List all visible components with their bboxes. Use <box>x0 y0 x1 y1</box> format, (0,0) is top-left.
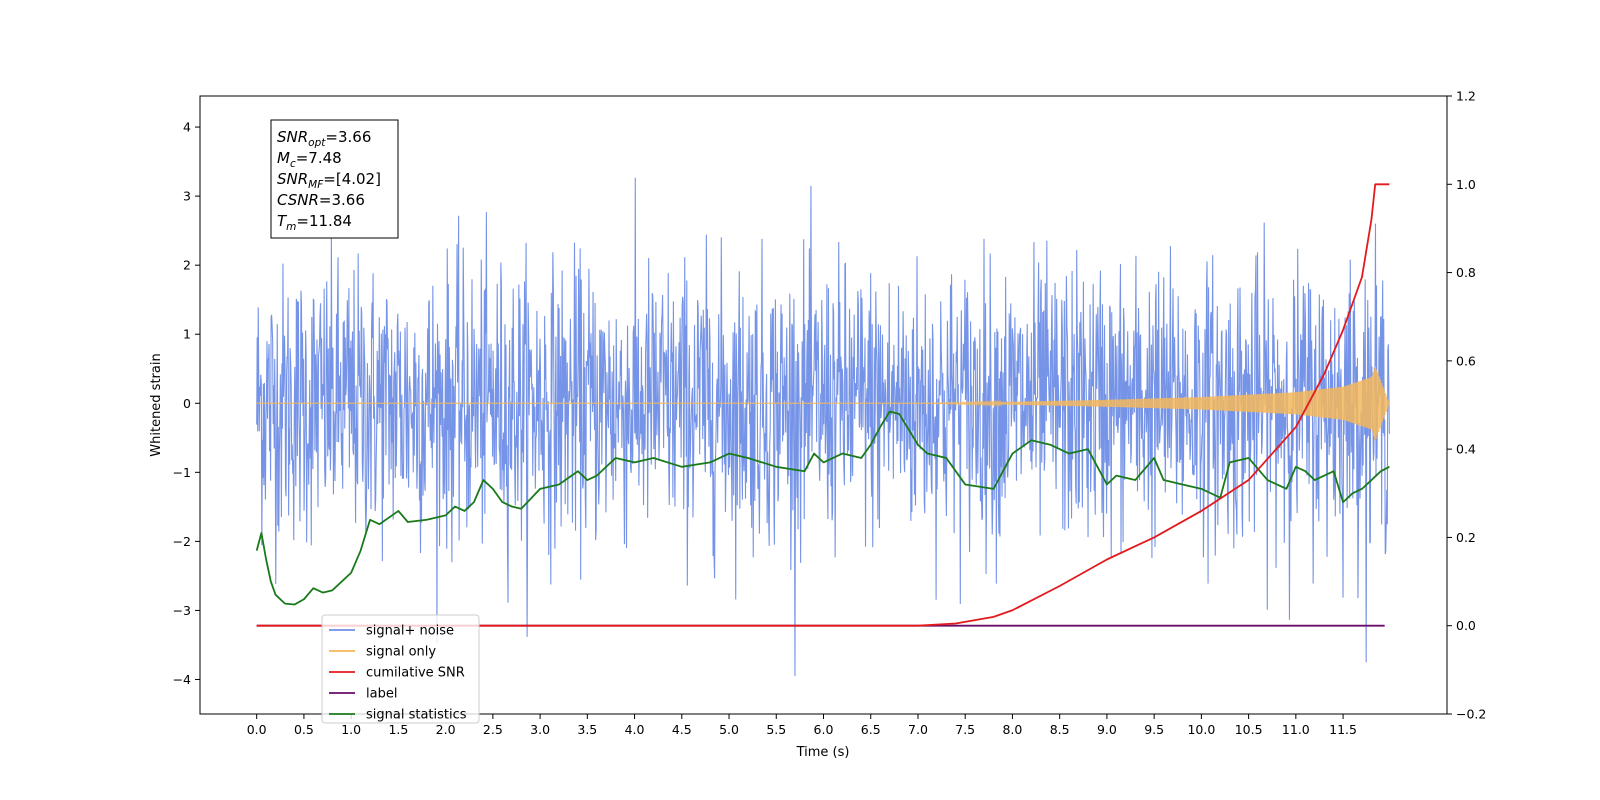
annotation-line: SNRMF=[4.02] <box>277 170 381 191</box>
x-tick-label: 0.0 <box>247 722 267 737</box>
x-tick-label: 1.5 <box>388 722 408 737</box>
annotation-line: Mc=7.48 <box>277 149 342 170</box>
x-tick-label: 6.0 <box>814 722 834 737</box>
x-tick-label: 9.5 <box>1144 722 1164 737</box>
legend-entry-label: signal+ noise <box>366 624 454 639</box>
y-tick-label: −1 <box>173 465 191 480</box>
annotation-box-frame <box>270 119 399 239</box>
legend: signal+ noise signal only cumilative SNR la… <box>321 614 480 724</box>
series-signal-statistics <box>255 410 1390 606</box>
y2-tick-label: 0.2 <box>1456 530 1476 545</box>
x-tick-label: 4.5 <box>672 722 692 737</box>
y-tick-label: −3 <box>173 603 191 618</box>
x-tick-label: 10.5 <box>1235 722 1263 737</box>
x-tick-label: 11.0 <box>1282 722 1310 737</box>
x-tick-label: 4.0 <box>625 722 645 737</box>
x-tick-label: 0.5 <box>294 722 314 737</box>
legend-entry-label: label <box>366 687 397 702</box>
x-tick-label: 8.5 <box>1050 722 1070 737</box>
y2-tick-label: 0.8 <box>1456 265 1476 280</box>
x-tick-label: 3.5 <box>577 722 597 737</box>
x-tick-label: 9.0 <box>1097 722 1117 737</box>
y2-tick-label: 0.6 <box>1456 353 1476 368</box>
x-axis-label: Time (s) <box>796 745 850 760</box>
y2-tick-label: −0.2 <box>1456 707 1486 722</box>
legend-entry-label: signal only <box>366 645 436 660</box>
legend-entry-label: signal statistics <box>366 708 467 723</box>
y2-tick-label: 1.0 <box>1456 177 1476 192</box>
y-tick-label: 4 <box>183 120 191 135</box>
y-tick-label: −2 <box>173 534 191 549</box>
x-tick-label: 10.0 <box>1187 722 1215 737</box>
x-tick-label: 5.5 <box>766 722 786 737</box>
y2-tick-label: 1.2 <box>1456 89 1476 104</box>
x-tick-label: 2.0 <box>436 722 456 737</box>
y-axis-ticks: 4 3 2 1 0 −1 −2 −3 −4 <box>173 120 200 687</box>
y-axis-label: Whitened strain <box>149 353 164 456</box>
x-tick-label: 3.0 <box>530 722 550 737</box>
y-tick-label: 3 <box>183 189 191 204</box>
annotation-line: CSNR=3.66 <box>277 191 365 209</box>
x-tick-label: 7.5 <box>955 722 975 737</box>
y2-axis-ticks: 1.2 1.0 0.8 0.6 0.4 0.2 0.0 −0.2 <box>1447 89 1486 722</box>
y-tick-label: −4 <box>173 672 191 687</box>
x-tick-label: 6.5 <box>861 722 881 737</box>
x-axis-ticks: 0.0 0.5 1.0 1.5 2.0 2.5 3.0 3.5 4.0 4.5 5.0 5.5 6.0 6… <box>247 714 1357 737</box>
x-tick-label: 5.0 <box>719 722 739 737</box>
x-tick-label: 8.0 <box>1002 722 1022 737</box>
x-tick-label: 1.0 <box>341 722 361 737</box>
annotation-line: SNRopt=3.66 <box>277 128 371 149</box>
series-signal-only <box>256 366 1390 441</box>
y-tick-label: 1 <box>183 327 191 342</box>
annotation-line: Tm=11.84 <box>277 212 352 233</box>
y-tick-label: 0 <box>183 396 191 411</box>
x-tick-label: 11.5 <box>1329 722 1357 737</box>
legend-frame <box>321 614 480 724</box>
series-cumulative-snr <box>256 183 1390 627</box>
legend-entry-label: cumilative SNR <box>366 666 465 681</box>
y2-tick-label: 0.4 <box>1456 442 1476 457</box>
y2-tick-label: 0.0 <box>1456 618 1476 633</box>
x-tick-label: 2.5 <box>483 722 503 737</box>
y-tick-label: 2 <box>183 258 191 273</box>
x-tick-label: 7.0 <box>908 722 928 737</box>
